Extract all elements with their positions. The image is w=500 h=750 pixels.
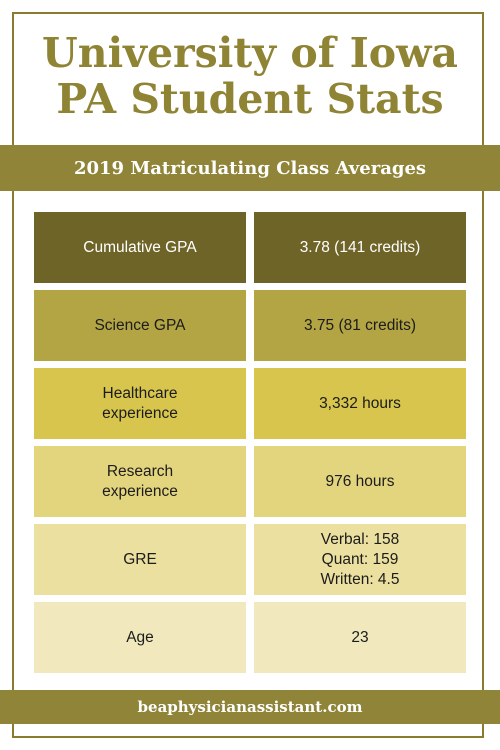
stat-label: Healthcare experience bbox=[34, 368, 246, 439]
title-line-1: University of Iowa bbox=[42, 29, 458, 77]
stat-value: 3,332 hours bbox=[254, 368, 466, 439]
banner-text: 2019 Matriculating Class Averages bbox=[73, 157, 427, 179]
subtitle-banner: 2019 Matriculating Class Averages bbox=[0, 145, 500, 191]
stat-value: 3.75 (81 credits) bbox=[254, 290, 466, 361]
table-row: Cumulative GPA 3.78 (141 credits) bbox=[34, 212, 466, 283]
table-row: Age 23 bbox=[34, 602, 466, 673]
stat-value: Verbal: 158 Quant: 159 Written: 4.5 bbox=[254, 524, 466, 595]
footer-banner: beaphysicianassistant.com bbox=[0, 690, 500, 724]
stat-value: 976 hours bbox=[254, 446, 466, 517]
title-line-2: PA Student Stats bbox=[56, 75, 444, 123]
footer-url: beaphysicianassistant.com bbox=[137, 698, 363, 716]
page-border bbox=[12, 12, 484, 738]
stat-label: Age bbox=[34, 602, 246, 673]
stat-value: 23 bbox=[254, 602, 466, 673]
table-row: Healthcare experience 3,332 hours bbox=[34, 368, 466, 439]
stats-table: Cumulative GPA 3.78 (141 credits) Science … bbox=[34, 212, 466, 680]
stat-value: 3.78 (141 credits) bbox=[254, 212, 466, 283]
page-title: University of Iowa PA Student Stats bbox=[0, 30, 500, 122]
stat-label: Science GPA bbox=[34, 290, 246, 361]
table-row: GRE Verbal: 158 Quant: 159 Written: 4.5 bbox=[34, 524, 466, 595]
stat-label: Research experience bbox=[34, 446, 246, 517]
table-row: Science GPA 3.75 (81 credits) bbox=[34, 290, 466, 361]
stat-label: GRE bbox=[34, 524, 246, 595]
stat-label: Cumulative GPA bbox=[34, 212, 246, 283]
table-row: Research experience 976 hours bbox=[34, 446, 466, 517]
